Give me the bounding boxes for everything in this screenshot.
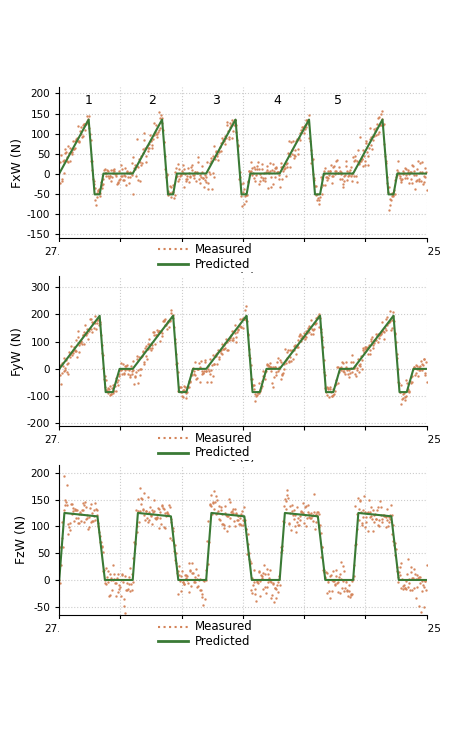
Text: Predicted: Predicted bbox=[195, 635, 251, 648]
Text: Measured: Measured bbox=[195, 243, 253, 256]
Text: 3: 3 bbox=[212, 94, 220, 107]
Y-axis label: FxW (N): FxW (N) bbox=[11, 138, 24, 187]
Text: Predicted: Predicted bbox=[195, 446, 251, 459]
X-axis label: t (s): t (s) bbox=[230, 451, 255, 464]
Text: 5: 5 bbox=[335, 94, 342, 107]
X-axis label: t (s): t (s) bbox=[230, 262, 255, 276]
Y-axis label: FyW (N): FyW (N) bbox=[11, 327, 24, 375]
X-axis label: t (s): t (s) bbox=[230, 636, 255, 650]
Text: 4: 4 bbox=[273, 94, 281, 107]
Text: Predicted: Predicted bbox=[195, 258, 251, 270]
Text: 2: 2 bbox=[148, 94, 156, 107]
Text: Measured: Measured bbox=[195, 432, 253, 445]
Text: Measured: Measured bbox=[195, 620, 253, 634]
Text: 1: 1 bbox=[85, 94, 92, 107]
Y-axis label: FzW (N): FzW (N) bbox=[15, 515, 27, 564]
